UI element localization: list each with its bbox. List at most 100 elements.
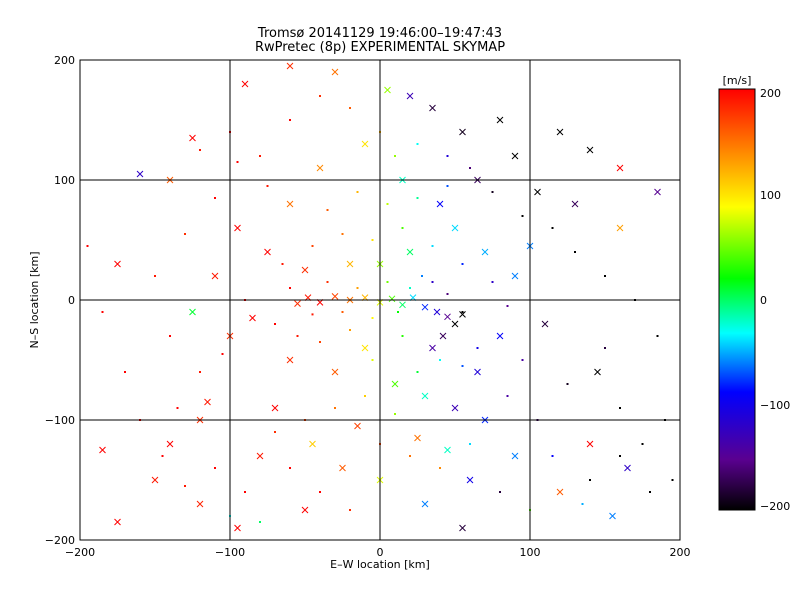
data-point-dot <box>274 323 276 325</box>
data-point-dot <box>101 311 104 313</box>
data-point-cross <box>451 404 459 412</box>
data-point-cross <box>241 80 249 88</box>
x-axis-label: E–W location [km] <box>330 558 430 571</box>
data-point-cross <box>316 164 324 172</box>
y-axis-label: N–S location [km] <box>28 251 41 348</box>
data-point-dot <box>521 359 524 361</box>
data-point-dot <box>431 281 434 283</box>
data-point-dot <box>409 455 411 457</box>
data-point-cross <box>511 152 519 160</box>
data-point-cross <box>511 452 519 460</box>
data-point-dot <box>446 185 449 187</box>
data-point-dot <box>311 245 314 247</box>
data-point-dot <box>326 281 329 283</box>
data-point-dot <box>386 203 389 205</box>
colorbar-ticks: 200 100 0 −100 −200 <box>760 87 790 513</box>
data-point-dot <box>214 197 216 199</box>
colorbar-tick-label: −200 <box>760 500 790 513</box>
data-point-cross <box>294 300 301 307</box>
x-tick-label: −100 <box>215 546 245 559</box>
data-point-dot <box>319 341 321 343</box>
data-point-cross <box>114 260 121 268</box>
data-point-cross <box>388 295 396 303</box>
data-point-cross <box>136 170 144 178</box>
data-point-dot <box>476 347 479 349</box>
data-point-cross <box>616 164 624 172</box>
data-point-cross <box>451 320 459 328</box>
data-point-dot <box>244 491 246 493</box>
data-point-dot <box>259 521 261 523</box>
x-tick-label: −200 <box>65 546 95 559</box>
data-point-dot <box>296 335 299 337</box>
data-point-dot <box>319 491 321 493</box>
data-point-cross <box>234 524 241 532</box>
colorbar <box>718 88 756 511</box>
data-point-dot <box>499 491 501 493</box>
data-point-cross <box>616 224 624 232</box>
data-point-dot <box>281 263 284 265</box>
data-point-cross <box>586 440 594 448</box>
data-point-cross <box>421 392 429 400</box>
data-point-dot <box>184 233 186 235</box>
data-point-dot <box>604 275 606 277</box>
data-point-cross <box>436 200 444 208</box>
data-point-dot <box>446 155 449 157</box>
data-point-cross <box>481 248 489 256</box>
chart-subtitle: RwPretec (8p) EXPERIMENTAL SKYMAP <box>255 40 505 55</box>
colorbar-tick-label: 0 <box>760 294 767 307</box>
data-point-cross <box>256 452 264 460</box>
data-point-cross <box>541 320 549 328</box>
data-point-cross <box>391 380 399 388</box>
data-point-cross <box>451 224 459 232</box>
data-point-cross <box>444 313 451 321</box>
data-point-cross <box>594 368 601 376</box>
data-point-cross <box>151 476 159 484</box>
data-point-dot <box>397 311 399 313</box>
data-point-dot <box>446 293 449 295</box>
y-tick-label: 200 <box>54 54 75 67</box>
data-point-dot <box>409 287 411 289</box>
data-point-dot <box>266 185 269 187</box>
data-point-dot <box>386 281 389 283</box>
data-point-dot <box>619 455 621 457</box>
data-point-dot <box>274 431 276 433</box>
data-point-cross <box>264 248 271 256</box>
data-point-dot <box>604 347 606 349</box>
data-point-cross <box>301 266 309 274</box>
data-point-cross <box>609 512 616 520</box>
data-point-cross <box>166 440 174 448</box>
data-point-dot <box>289 467 291 469</box>
data-point-dot <box>289 287 291 289</box>
data-point-cross <box>429 344 436 352</box>
data-point-cross <box>459 311 466 318</box>
data-point-cross <box>586 146 594 154</box>
y-tick-label: −200 <box>45 534 75 547</box>
data-point-cross <box>474 368 481 376</box>
data-point-dot <box>199 149 201 151</box>
data-point-cross <box>439 332 447 340</box>
data-point-dot <box>671 479 674 481</box>
data-point-cross <box>444 446 451 454</box>
data-point-cross <box>204 398 211 406</box>
data-point-dot <box>371 239 374 241</box>
data-point-dot <box>656 335 659 337</box>
data-point-cross <box>459 128 466 136</box>
data-point-cross <box>114 518 121 526</box>
data-point-dot <box>334 407 336 409</box>
data-point-cross <box>196 500 204 508</box>
data-point-dot <box>236 161 239 163</box>
y-axis-ticks: −200 −100 0 100 200 <box>45 54 75 547</box>
data-point-cross <box>466 476 474 484</box>
data-point-dot <box>394 413 396 415</box>
y-tick-label: 100 <box>54 174 75 187</box>
data-point-dot <box>371 359 374 361</box>
data-point-cross <box>301 506 309 514</box>
data-point-cross <box>429 104 436 112</box>
chart-title: Tromsø 20141129 19:46:00–19:47:43 <box>257 26 502 41</box>
data-point-dot <box>341 233 344 235</box>
data-point-cross <box>406 92 414 100</box>
data-point-cross <box>286 356 294 364</box>
data-point-dot <box>439 359 441 361</box>
colorbar-tick-label: 100 <box>760 189 781 202</box>
